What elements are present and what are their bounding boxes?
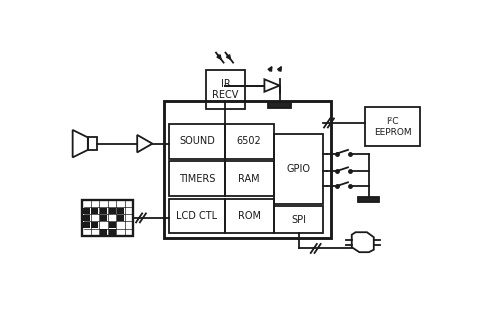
- Bar: [92, 208, 98, 214]
- Bar: [117, 215, 124, 221]
- Text: LCD CTL: LCD CTL: [176, 211, 218, 221]
- Bar: [108, 222, 116, 228]
- Text: I²C
EEPROM: I²C EEPROM: [374, 117, 412, 136]
- Bar: [224, 124, 274, 159]
- Bar: [100, 215, 107, 221]
- Bar: [164, 101, 331, 238]
- Bar: [170, 124, 224, 159]
- Bar: [170, 199, 224, 234]
- Text: ROM: ROM: [238, 211, 261, 221]
- Bar: [83, 222, 90, 228]
- Bar: [274, 206, 323, 234]
- Text: RAM: RAM: [239, 174, 260, 184]
- Bar: [224, 199, 274, 234]
- Text: IR
RECV: IR RECV: [212, 79, 239, 100]
- Text: SOUND: SOUND: [179, 136, 215, 146]
- Text: GPIO: GPIO: [287, 164, 311, 174]
- Bar: [365, 108, 420, 146]
- Bar: [82, 200, 133, 236]
- Bar: [108, 229, 116, 236]
- Bar: [268, 102, 291, 108]
- Bar: [170, 161, 224, 196]
- Bar: [274, 134, 323, 203]
- Bar: [100, 229, 107, 236]
- Bar: [88, 137, 98, 150]
- Text: TIMERS: TIMERS: [179, 174, 215, 184]
- Text: SPI: SPI: [291, 215, 306, 225]
- Text: 6502: 6502: [237, 136, 262, 146]
- Bar: [224, 161, 274, 196]
- Bar: [83, 208, 90, 214]
- Bar: [92, 222, 98, 228]
- Bar: [358, 197, 379, 202]
- Bar: [100, 208, 107, 214]
- Bar: [83, 215, 90, 221]
- Bar: [206, 70, 245, 109]
- Bar: [108, 208, 116, 214]
- Bar: [117, 208, 124, 214]
